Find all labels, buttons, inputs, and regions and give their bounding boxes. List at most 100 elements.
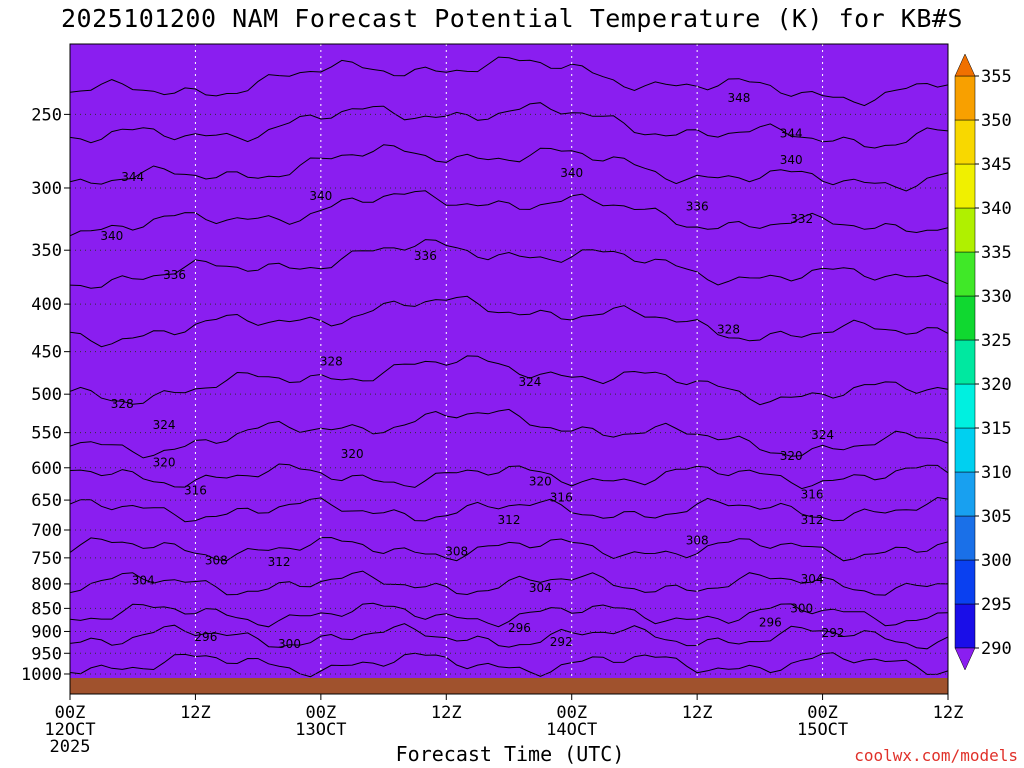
contour-label: 308 bbox=[686, 533, 709, 547]
contour-label: 348 bbox=[727, 91, 750, 105]
colorbar-swatch bbox=[955, 516, 975, 560]
contour-label: 328 bbox=[320, 354, 343, 368]
colorbar-label: 295 bbox=[981, 595, 1012, 615]
colorbar-label: 315 bbox=[981, 419, 1012, 439]
colorbar-swatch bbox=[955, 296, 975, 340]
y-tick-label: 750 bbox=[31, 549, 62, 569]
colorbar-label: 330 bbox=[981, 287, 1012, 307]
contour-label: 324 bbox=[518, 375, 541, 389]
y-tick-label: 900 bbox=[31, 622, 62, 642]
colorbar-swatch bbox=[955, 472, 975, 516]
x-tick-label: 12Z bbox=[682, 703, 713, 723]
contour-label: 296 bbox=[759, 615, 782, 629]
x-tick-label: 12Z bbox=[431, 703, 462, 723]
contour-label: 328 bbox=[111, 397, 134, 411]
y-tick-label: 850 bbox=[31, 599, 62, 619]
x-tick-label: 2025 bbox=[50, 737, 91, 757]
credit-link[interactable]: coolwx.com/models bbox=[854, 746, 1018, 765]
contour-label: 292 bbox=[822, 626, 845, 640]
ground-strip bbox=[70, 678, 948, 694]
y-tick-label: 250 bbox=[31, 105, 62, 125]
colorbar-label: 345 bbox=[981, 155, 1012, 175]
x-tick-label: 15OCT bbox=[797, 720, 848, 740]
colorbar-low-arrow bbox=[955, 648, 975, 670]
contour-label: 304 bbox=[132, 573, 155, 587]
colorbar-high-arrow bbox=[955, 54, 975, 76]
colorbar-swatch bbox=[955, 120, 975, 164]
x-tick-label: 12Z bbox=[180, 703, 211, 723]
colorbar-label: 325 bbox=[981, 331, 1012, 351]
y-tick-label: 500 bbox=[31, 385, 62, 405]
y-tick-label: 800 bbox=[31, 575, 62, 595]
contour-label: 316 bbox=[801, 487, 824, 501]
contour-label: 336 bbox=[414, 249, 437, 263]
y-tick-label: 550 bbox=[31, 424, 62, 444]
colorbar-label: 310 bbox=[981, 463, 1012, 483]
contour-label: 324 bbox=[153, 418, 176, 432]
contour-label: 316 bbox=[184, 484, 207, 498]
colorbar-label: 290 bbox=[981, 639, 1012, 659]
x-tick-label: 13OCT bbox=[295, 720, 346, 740]
band-fill-290 bbox=[70, 0, 948, 708]
contour-label: 304 bbox=[801, 572, 824, 586]
colorbar-swatch bbox=[955, 560, 975, 604]
y-tick-label: 700 bbox=[31, 521, 62, 541]
y-tick-label: 350 bbox=[31, 241, 62, 261]
y-tick-label: 650 bbox=[31, 491, 62, 511]
x-axis-label: Forecast Time (UTC) bbox=[330, 742, 690, 766]
contour-label: 332 bbox=[790, 212, 813, 226]
x-tick-label: 12Z bbox=[933, 703, 964, 723]
contour-label: 312 bbox=[801, 513, 824, 527]
contour-plot bbox=[70, 0, 948, 708]
contour-label: 320 bbox=[341, 447, 364, 461]
contour-label: 344 bbox=[780, 126, 803, 140]
contour-label: 296 bbox=[508, 621, 531, 635]
colorbar-label: 350 bbox=[981, 111, 1012, 131]
contour-label: 320 bbox=[153, 455, 176, 469]
contour-label: 308 bbox=[445, 544, 468, 558]
colorbar-swatch bbox=[955, 428, 975, 472]
y-tick-label: 1000 bbox=[21, 665, 62, 685]
colorbar-swatch bbox=[955, 340, 975, 384]
x-tick-label: 14OCT bbox=[546, 720, 597, 740]
contour-label: 340 bbox=[100, 229, 123, 243]
y-tick-label: 450 bbox=[31, 343, 62, 363]
contour-label: 308 bbox=[205, 554, 228, 568]
y-axis-ticks: 250 300 350 400 450 500 550 600 650 700 750 800 850 9… bbox=[21, 105, 70, 685]
colorbar-swatch bbox=[955, 604, 975, 648]
colorbar-swatch bbox=[955, 208, 975, 252]
colorbar-label: 320 bbox=[981, 375, 1012, 395]
contour-label: 300 bbox=[790, 601, 813, 615]
contour-label: 328 bbox=[717, 323, 740, 337]
y-tick-label: 300 bbox=[31, 179, 62, 199]
colorbar-label: 340 bbox=[981, 199, 1012, 219]
colorbar-label: 335 bbox=[981, 243, 1012, 263]
contour-label: 320 bbox=[529, 475, 552, 489]
contour-label: 300 bbox=[278, 637, 301, 651]
contour-label: 320 bbox=[780, 449, 803, 463]
contour-label: 324 bbox=[811, 428, 834, 442]
colorbar-label: 305 bbox=[981, 507, 1012, 527]
contour-label: 312 bbox=[268, 555, 291, 569]
contour-label: 312 bbox=[498, 513, 521, 527]
contour-label: 340 bbox=[560, 166, 583, 180]
contour-label: 304 bbox=[529, 581, 552, 595]
contour-label: 340 bbox=[780, 153, 803, 167]
contour-label: 292 bbox=[550, 635, 573, 649]
contour-label: 336 bbox=[686, 199, 709, 213]
contour-label: 336 bbox=[163, 268, 186, 282]
colorbar: 290 295 300 305 310 315 320 325 330 335 340 345 350 3… bbox=[955, 54, 1012, 670]
contour-label: 340 bbox=[309, 189, 332, 203]
contour-label: 296 bbox=[194, 630, 217, 644]
colorbar-label: 355 bbox=[981, 67, 1012, 87]
y-tick-label: 600 bbox=[31, 459, 62, 479]
y-tick-label: 950 bbox=[31, 644, 62, 664]
contour-label: 316 bbox=[550, 491, 573, 505]
colorbar-swatch bbox=[955, 164, 975, 208]
colorbar-swatch bbox=[955, 252, 975, 296]
colorbar-swatch bbox=[955, 76, 975, 120]
colorbar-swatch bbox=[955, 384, 975, 428]
colorbar-label: 300 bbox=[981, 551, 1012, 571]
y-tick-label: 400 bbox=[31, 295, 62, 315]
